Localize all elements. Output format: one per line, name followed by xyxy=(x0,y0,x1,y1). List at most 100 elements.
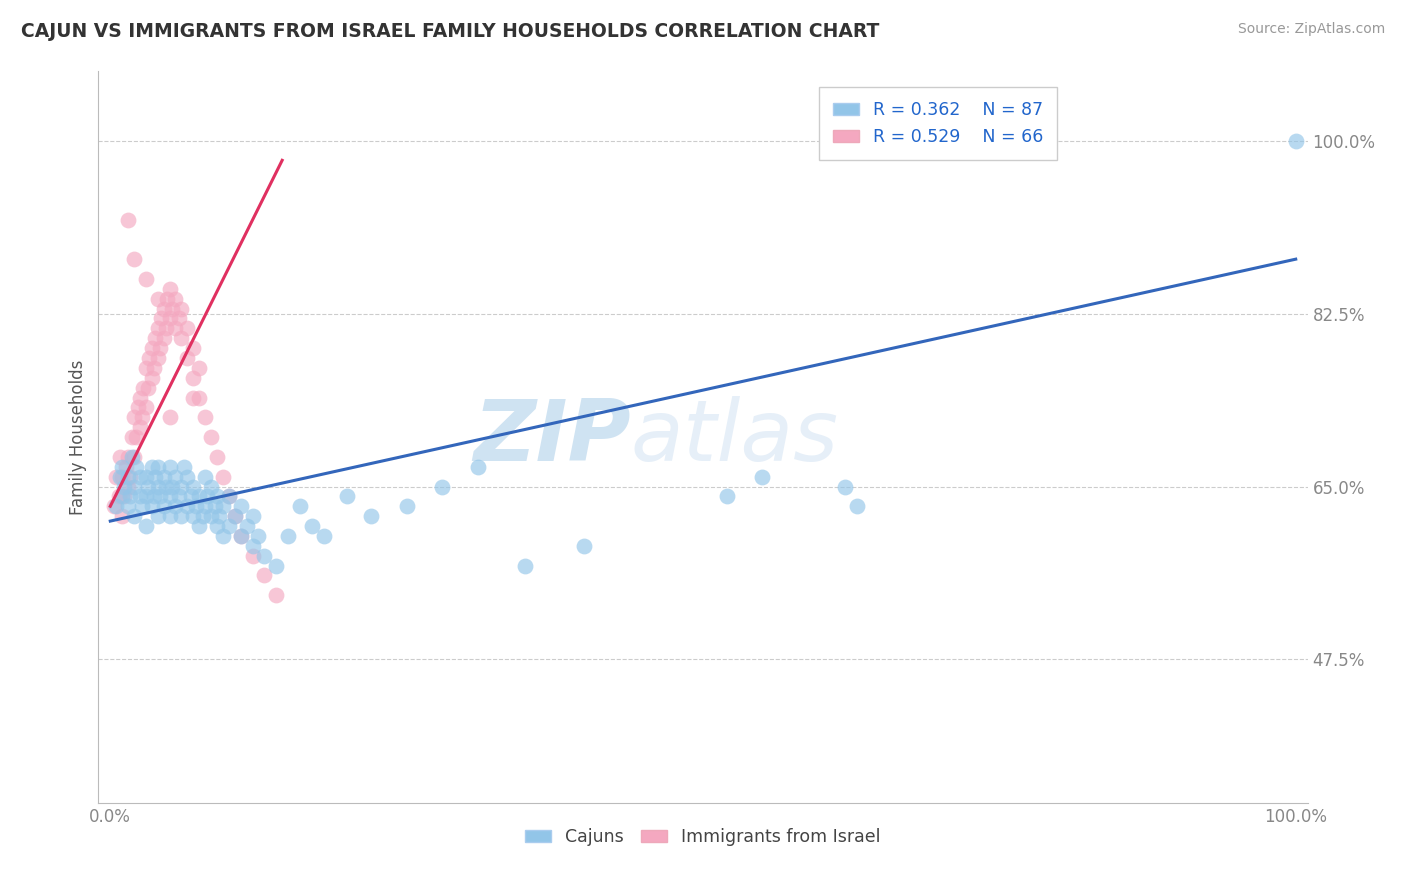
Point xyxy=(242,549,264,563)
Point xyxy=(146,479,169,493)
Point xyxy=(117,212,139,227)
Point xyxy=(264,558,287,573)
Point xyxy=(181,341,204,355)
Point xyxy=(229,529,252,543)
Point xyxy=(181,479,204,493)
Point xyxy=(111,489,134,503)
Point xyxy=(200,479,222,493)
Point xyxy=(170,301,193,316)
Point xyxy=(108,450,131,464)
Point xyxy=(242,509,264,524)
Point xyxy=(121,450,143,464)
Point xyxy=(152,301,174,316)
Point xyxy=(301,519,323,533)
Point xyxy=(136,479,159,493)
Point xyxy=(218,519,240,533)
Point xyxy=(751,469,773,483)
Point xyxy=(135,360,157,375)
Point xyxy=(181,509,204,524)
Point xyxy=(122,252,145,267)
Point xyxy=(173,459,195,474)
Point xyxy=(188,391,211,405)
Point xyxy=(165,469,187,483)
Point xyxy=(155,479,177,493)
Point xyxy=(129,489,152,503)
Point xyxy=(135,489,157,503)
Point xyxy=(191,509,214,524)
Point xyxy=(188,360,211,375)
Point xyxy=(117,450,139,464)
Point xyxy=(121,430,143,444)
Point xyxy=(229,529,252,543)
Point xyxy=(135,519,157,533)
Point xyxy=(146,321,169,335)
Point xyxy=(846,500,869,514)
Point xyxy=(159,509,181,524)
Point xyxy=(194,410,217,425)
Point xyxy=(170,509,193,524)
Y-axis label: Family Households: Family Households xyxy=(69,359,87,515)
Point xyxy=(143,469,166,483)
Point xyxy=(125,430,148,444)
Point xyxy=(114,459,136,474)
Point xyxy=(105,469,128,483)
Text: ZIP: ZIP xyxy=(472,395,630,479)
Point xyxy=(181,391,204,405)
Point xyxy=(146,292,169,306)
Point xyxy=(114,479,136,493)
Point xyxy=(264,588,287,602)
Point xyxy=(167,311,190,326)
Point xyxy=(129,391,152,405)
Point xyxy=(312,529,335,543)
Point xyxy=(176,351,198,365)
Point xyxy=(242,539,264,553)
Point xyxy=(165,292,187,306)
Point xyxy=(188,519,211,533)
Point xyxy=(120,489,142,503)
Point xyxy=(167,489,190,503)
Point xyxy=(200,509,222,524)
Point xyxy=(160,479,183,493)
Point xyxy=(131,410,153,425)
Point xyxy=(467,459,489,474)
Point xyxy=(111,469,134,483)
Point xyxy=(122,509,145,524)
Point xyxy=(132,381,155,395)
Point xyxy=(141,371,163,385)
Point xyxy=(138,351,160,365)
Point xyxy=(122,410,145,425)
Point xyxy=(247,529,270,543)
Point xyxy=(208,509,231,524)
Point xyxy=(156,292,179,306)
Point xyxy=(360,509,382,524)
Point xyxy=(184,500,207,514)
Point xyxy=(146,509,169,524)
Point xyxy=(135,401,157,415)
Point xyxy=(224,509,246,524)
Point xyxy=(176,469,198,483)
Point xyxy=(165,500,187,514)
Point xyxy=(159,282,181,296)
Point xyxy=(120,469,142,483)
Text: atlas: atlas xyxy=(630,395,838,479)
Point xyxy=(432,479,454,493)
Point xyxy=(194,469,217,483)
Point xyxy=(105,500,128,514)
Point xyxy=(129,469,152,483)
Point xyxy=(165,321,187,335)
Point xyxy=(159,459,181,474)
Point xyxy=(218,489,240,503)
Point xyxy=(136,381,159,395)
Point xyxy=(159,489,181,503)
Point xyxy=(143,331,166,345)
Point xyxy=(277,529,299,543)
Point xyxy=(155,321,177,335)
Point xyxy=(159,410,181,425)
Point xyxy=(574,539,596,553)
Point xyxy=(143,360,166,375)
Point xyxy=(218,489,240,503)
Point xyxy=(107,489,129,503)
Point xyxy=(108,469,131,483)
Point xyxy=(253,549,276,563)
Point xyxy=(146,459,169,474)
